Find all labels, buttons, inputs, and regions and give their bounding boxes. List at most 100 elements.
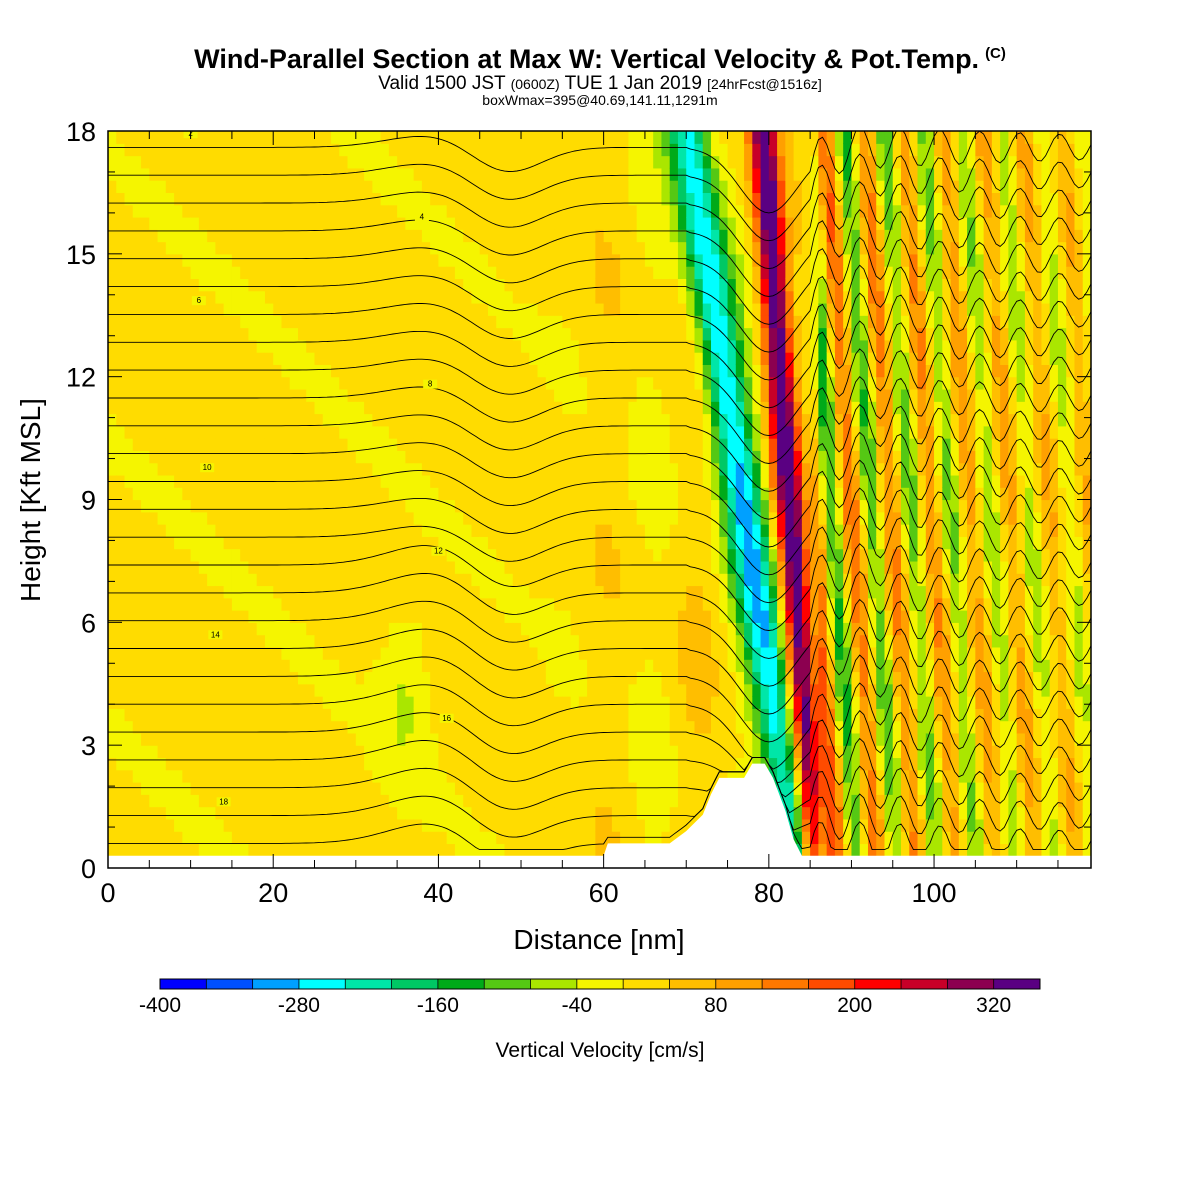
w-cell bbox=[116, 487, 126, 501]
w-cell bbox=[595, 438, 605, 451]
w-cell bbox=[463, 511, 473, 525]
w-cell bbox=[306, 548, 316, 562]
w-cell bbox=[578, 462, 588, 476]
w-cell bbox=[570, 167, 580, 181]
w-cell bbox=[768, 253, 778, 267]
w-cell bbox=[653, 634, 663, 648]
w-cell bbox=[760, 597, 770, 611]
w-cell bbox=[653, 438, 663, 451]
w-cell bbox=[124, 794, 134, 808]
w-cell bbox=[182, 524, 192, 537]
w-cell bbox=[694, 499, 704, 513]
w-cell bbox=[430, 413, 440, 427]
w-cell bbox=[578, 487, 588, 501]
w-cell bbox=[653, 597, 663, 611]
w-cell bbox=[554, 425, 563, 439]
w-cell bbox=[727, 376, 737, 390]
w-cell bbox=[198, 192, 208, 206]
w-cell bbox=[430, 671, 440, 685]
w-cell bbox=[636, 634, 646, 648]
w-cell bbox=[554, 290, 563, 304]
w-cell bbox=[479, 474, 489, 488]
w-cell bbox=[141, 229, 150, 243]
w-cell bbox=[380, 683, 390, 697]
w-cell bbox=[760, 524, 770, 537]
w-cell bbox=[768, 671, 778, 685]
w-cell bbox=[157, 180, 167, 194]
w-cell bbox=[611, 302, 621, 316]
w-cell bbox=[562, 769, 572, 783]
w-cell bbox=[562, 155, 572, 169]
w-cell bbox=[744, 511, 753, 525]
chart-title: Wind-Parallel Section at Max W: Vertical… bbox=[194, 44, 1006, 74]
w-cell bbox=[562, 708, 572, 722]
w-cell bbox=[752, 192, 762, 206]
w-cell bbox=[529, 131, 539, 144]
w-cell bbox=[174, 634, 183, 648]
w-cell bbox=[446, 794, 456, 808]
w-cell bbox=[190, 831, 200, 845]
w-cell bbox=[595, 155, 605, 169]
w-cell bbox=[768, 659, 778, 673]
w-cell bbox=[554, 745, 563, 759]
w-cell bbox=[157, 524, 167, 537]
w-cell bbox=[372, 782, 382, 795]
w-cell bbox=[289, 683, 299, 697]
w-cell bbox=[421, 192, 431, 206]
w-cell bbox=[355, 794, 365, 808]
w-cell bbox=[545, 229, 555, 243]
w-cell bbox=[355, 216, 365, 230]
w-cell bbox=[454, 806, 464, 820]
w-cell bbox=[314, 241, 324, 255]
w-cell bbox=[677, 818, 687, 832]
w-cell bbox=[463, 782, 473, 795]
w-cell bbox=[347, 413, 357, 427]
w-cell bbox=[355, 843, 365, 857]
w-cell bbox=[521, 290, 530, 304]
w-cell bbox=[471, 180, 481, 194]
w-cell bbox=[372, 610, 382, 623]
w-cell bbox=[479, 585, 489, 599]
w-cell bbox=[669, 683, 679, 697]
w-cell bbox=[785, 413, 795, 427]
w-cell bbox=[256, 339, 266, 353]
w-cell bbox=[636, 131, 646, 144]
w-cell bbox=[620, 548, 630, 562]
w-cell bbox=[471, 401, 481, 415]
w-cell bbox=[421, 757, 431, 771]
w-cell bbox=[446, 425, 456, 439]
w-cell bbox=[182, 597, 192, 611]
w-cell bbox=[273, 302, 283, 316]
w-cell bbox=[306, 696, 316, 709]
w-cell bbox=[578, 843, 588, 857]
w-cell bbox=[331, 315, 340, 329]
w-cell bbox=[545, 167, 555, 181]
w-cell bbox=[545, 732, 555, 746]
w-cell bbox=[711, 573, 720, 587]
w-cell bbox=[223, 757, 233, 771]
w-cell bbox=[405, 745, 415, 759]
w-cell bbox=[711, 401, 720, 415]
w-cell bbox=[388, 278, 398, 292]
w-cell bbox=[108, 364, 117, 378]
w-cell bbox=[182, 511, 192, 525]
w-cell bbox=[141, 339, 150, 353]
w-cell bbox=[281, 302, 291, 316]
w-cell bbox=[124, 425, 134, 439]
w-cell bbox=[711, 511, 720, 525]
w-cell bbox=[620, 499, 630, 513]
w-cell bbox=[264, 683, 274, 697]
w-cell bbox=[463, 327, 473, 341]
w-cell bbox=[719, 696, 729, 709]
w-cell bbox=[545, 524, 555, 537]
w-cell bbox=[364, 769, 373, 783]
w-cell bbox=[587, 646, 596, 660]
w-cell bbox=[108, 462, 117, 476]
w-cell bbox=[603, 438, 613, 451]
w-cell bbox=[141, 782, 150, 795]
w-cell bbox=[669, 720, 679, 734]
w-cell bbox=[364, 143, 373, 157]
w-cell bbox=[421, 511, 431, 525]
w-cell bbox=[719, 708, 729, 722]
